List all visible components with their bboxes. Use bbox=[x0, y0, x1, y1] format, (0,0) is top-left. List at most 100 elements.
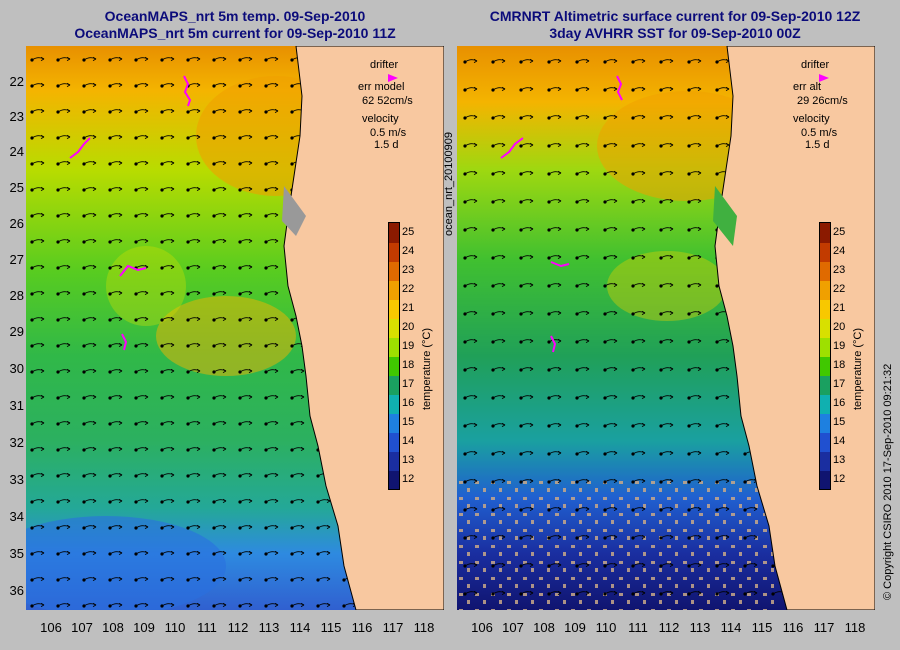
left-map-svg: drifter err model 62 52cm/s velocity 0.5… bbox=[26, 46, 444, 610]
cbar-tick: 21 bbox=[402, 302, 415, 314]
cbar-tick: 21 bbox=[833, 302, 846, 314]
x-tick: 113 bbox=[689, 620, 711, 635]
x-tick: 118 bbox=[413, 620, 435, 635]
x-tick: 116 bbox=[782, 620, 804, 635]
x-tick: 118 bbox=[844, 620, 866, 635]
cbar-tick: 18 bbox=[833, 359, 846, 371]
y-tick: 35 bbox=[9, 546, 24, 561]
right-title-line2: 3day AVHRR SST for 09-Sep-2010 00Z bbox=[549, 25, 801, 41]
x-tick: 108 bbox=[533, 620, 555, 635]
cbar-tick: 20 bbox=[402, 321, 415, 333]
x-tick: 115 bbox=[320, 620, 342, 635]
left-panel-title: OceanMAPS_nrt 5m temp. 09-Sep-2010 Ocean… bbox=[20, 8, 450, 42]
cbar-tick: 14 bbox=[833, 435, 846, 447]
legend-err-label: err model bbox=[358, 81, 404, 93]
cbar-tick: 13 bbox=[402, 454, 415, 466]
cbar-tick: 16 bbox=[402, 397, 415, 409]
x-tick: 116 bbox=[351, 620, 373, 635]
y-tick: 31 bbox=[9, 398, 24, 413]
y-tick: 22 bbox=[9, 74, 24, 89]
cbar-tick: 24 bbox=[833, 245, 846, 257]
x-tick: 112 bbox=[658, 620, 680, 635]
cbar-tick: 19 bbox=[402, 340, 415, 352]
cbar-tick: 25 bbox=[833, 226, 846, 238]
legend-drifter-label: drifter bbox=[370, 59, 398, 71]
x-tick: 108 bbox=[102, 620, 124, 635]
y-tick: 33 bbox=[9, 472, 24, 487]
cbar-tick: 20 bbox=[833, 321, 846, 333]
cbar-tick: 15 bbox=[402, 416, 415, 428]
y-tick: 25 bbox=[9, 180, 24, 195]
copyright-label: © Copyright CSIRO 2010 17-Sep-2010 09:21… bbox=[882, 363, 894, 600]
y-tick: 34 bbox=[9, 509, 24, 524]
x-tick: 106 bbox=[471, 620, 493, 635]
legend-err-label: err alt bbox=[793, 81, 821, 93]
cbar-tick: 25 bbox=[402, 226, 415, 238]
x-tick: 107 bbox=[502, 620, 524, 635]
x-tick: 115 bbox=[751, 620, 773, 635]
cbar-tick: 18 bbox=[402, 359, 415, 371]
right-land-australia bbox=[714, 46, 875, 610]
right-title-line1: CMRNRT Altimetric surface current for 09… bbox=[489, 8, 861, 24]
right-drifter-track bbox=[500, 137, 524, 159]
y-tick: 36 bbox=[9, 583, 24, 598]
right-map-panel[interactable]: drifter err alt 29 26cm/s velocity 0.5 m… bbox=[457, 46, 875, 610]
x-tick: 114 bbox=[289, 620, 311, 635]
x-tick: 117 bbox=[813, 620, 835, 635]
left-drifter-track bbox=[183, 75, 192, 107]
right-legend: drifter err alt 29 26cm/s velocity 0.5 m… bbox=[793, 59, 848, 151]
left-title-line2: OceanMAPS_nrt 5m current for 09-Sep-2010… bbox=[74, 25, 396, 41]
cbar-tick: 22 bbox=[833, 283, 846, 295]
y-tick: 29 bbox=[9, 324, 24, 339]
x-tick: 111 bbox=[628, 620, 648, 635]
legend-scale: 0.5 m/s bbox=[801, 127, 838, 139]
cbar-tick: 23 bbox=[402, 264, 415, 276]
cbar-tick: 24 bbox=[402, 245, 415, 257]
x-tick: 117 bbox=[382, 620, 404, 635]
x-tick: 106 bbox=[40, 620, 62, 635]
y-tick: 32 bbox=[9, 435, 24, 450]
colorbar-title: temperature (°C) bbox=[852, 327, 864, 410]
cbar-tick: 15 bbox=[833, 416, 846, 428]
left-title-line1: OceanMAPS_nrt 5m temp. 09-Sep-2010 bbox=[104, 8, 366, 24]
y-tick: 27 bbox=[9, 252, 24, 267]
legend-scale: 0.5 m/s bbox=[370, 127, 407, 139]
right-drifter-track bbox=[550, 261, 570, 268]
left-legend: drifter err model 62 52cm/s velocity 0.5… bbox=[358, 59, 413, 151]
cbar-tick: 17 bbox=[402, 378, 415, 390]
y-tick: 28 bbox=[9, 288, 24, 303]
y-tick: 26 bbox=[9, 216, 24, 231]
right-drifter-track bbox=[616, 75, 623, 101]
colorbar bbox=[388, 222, 400, 490]
cbar-tick: 12 bbox=[833, 473, 846, 485]
x-tick: 110 bbox=[595, 620, 617, 635]
left-drifter-track bbox=[69, 137, 91, 159]
cbar-tick: 16 bbox=[833, 397, 846, 409]
cbar-tick: 19 bbox=[833, 340, 846, 352]
y-tick: 24 bbox=[9, 144, 24, 159]
x-tick: 114 bbox=[720, 620, 742, 635]
x-tick: 111 bbox=[197, 620, 217, 635]
drifter-arrow-icon bbox=[819, 74, 829, 82]
cbar-tick: 12 bbox=[402, 473, 415, 485]
right-panel-title: CMRNRT Altimetric surface current for 09… bbox=[460, 8, 890, 42]
legend-duration: 1.5 d bbox=[805, 139, 829, 151]
cbar-tick: 14 bbox=[402, 435, 415, 447]
left-run-label: ocean_nrt_20100909 bbox=[443, 132, 455, 236]
x-tick: 110 bbox=[164, 620, 186, 635]
right-map-svg: drifter err alt 29 26cm/s velocity 0.5 m… bbox=[457, 46, 875, 610]
left-map-panel[interactable]: drifter err model 62 52cm/s velocity 0.5… bbox=[26, 46, 444, 610]
left-drifter-track bbox=[119, 264, 147, 277]
x-tick: 113 bbox=[258, 620, 280, 635]
legend-drifter-label: drifter bbox=[801, 59, 829, 71]
cbar-tick: 17 bbox=[833, 378, 846, 390]
colorbar bbox=[819, 222, 831, 490]
left-drifter-track bbox=[121, 333, 128, 351]
x-tick: 109 bbox=[564, 620, 586, 635]
cbar-tick: 13 bbox=[833, 454, 846, 466]
right-shark-bay bbox=[713, 186, 737, 246]
x-tick: 107 bbox=[71, 620, 93, 635]
cbar-tick: 22 bbox=[402, 283, 415, 295]
right-drifter-track bbox=[550, 335, 557, 353]
x-tick: 109 bbox=[133, 620, 155, 635]
